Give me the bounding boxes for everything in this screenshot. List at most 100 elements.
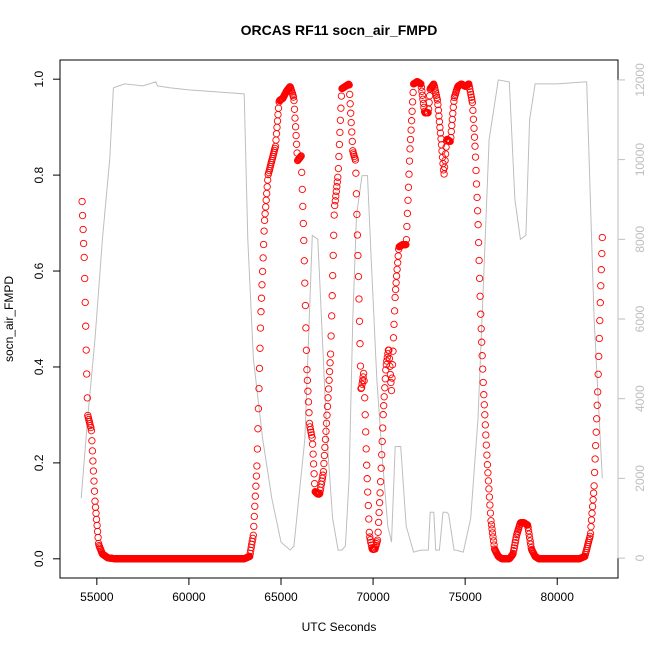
data-point [320,459,328,468]
data-point [417,80,425,88]
data-point [89,467,98,475]
data-point [332,187,340,196]
data-point [362,428,370,436]
data-point [469,106,477,115]
data-point [465,82,473,91]
plot-frame [59,59,619,579]
data-point [374,528,382,536]
data-point [402,241,410,249]
data-point [390,320,398,329]
data-point [475,256,483,265]
data-point [404,196,412,204]
data-point [586,532,594,541]
data-point [250,522,258,531]
data-point [373,536,382,544]
data-point [479,378,487,387]
data-point [91,497,99,505]
data-point [387,378,395,387]
data-point [310,470,318,478]
data-point [392,272,401,280]
data-point [334,173,342,181]
y-axis-right: 0 2000 4000 6000 8000 10000 12000 [617,63,647,561]
data-point [434,106,443,114]
data-point [489,533,497,541]
data-point [333,178,341,186]
data-point [290,105,299,113]
data-point [297,152,305,160]
data-point [593,401,601,409]
data-point [486,509,495,517]
data-point [510,547,518,555]
data-point [303,366,311,374]
data-point [480,401,488,409]
data-point [87,423,95,432]
data-point [88,437,96,445]
data-point [323,411,331,419]
data-point [356,362,365,370]
data-point [471,142,479,150]
data-point [440,170,448,178]
data-point [587,523,595,531]
data-point [588,509,596,517]
data-point [481,421,489,429]
data-point [481,411,489,419]
data-point [488,525,496,533]
data-point [337,92,346,100]
data-point [324,394,332,402]
data-point [364,488,372,496]
data-point [424,109,432,117]
data-point [478,338,486,346]
data-point [328,292,336,300]
data-point [591,441,600,450]
data-point [91,503,100,511]
data-point [478,352,486,360]
x-tick-label: 65000 [264,590,298,604]
data-point [348,128,356,136]
data-point [408,107,416,115]
data-point [326,350,335,358]
x-axis-title: UTC Seconds [302,620,377,634]
data-point [404,183,413,191]
data-point [474,221,482,229]
data-point [377,464,385,472]
data-point [83,394,91,402]
y-tick-label: 0.0 [32,550,46,567]
data-point [310,479,319,488]
data-point [274,104,283,112]
data-point [251,492,259,500]
data-point [391,285,400,294]
data-point [450,97,458,105]
data-point [252,482,260,490]
data-point [365,515,373,523]
data-point [361,411,369,419]
data-point [448,115,456,124]
y-tick-label: 0.6 [32,262,46,279]
data-point [273,123,281,132]
data-point [598,249,606,258]
data-point [361,394,369,402]
data-point [290,96,298,105]
data-point [354,251,362,260]
data-point [334,164,343,173]
data-point [511,541,519,550]
data-point [301,279,309,287]
data-point [336,116,345,124]
data-point [476,292,484,300]
data-point [346,100,354,108]
data-point [90,477,98,485]
data-point [254,425,262,433]
data-point [304,398,313,406]
data-point [470,124,478,132]
data-point [475,274,484,283]
data-point [360,377,368,385]
y2-tick-label: 0 [633,554,647,561]
data-point [393,265,401,274]
data-point [359,369,368,378]
data-point [81,298,89,307]
y2-tick-label: 6000 [633,305,647,332]
y2-tick-label: 8000 [633,226,647,253]
data-point [254,405,263,413]
data-point [348,137,356,146]
data-point [93,527,102,536]
data-point [405,170,413,178]
